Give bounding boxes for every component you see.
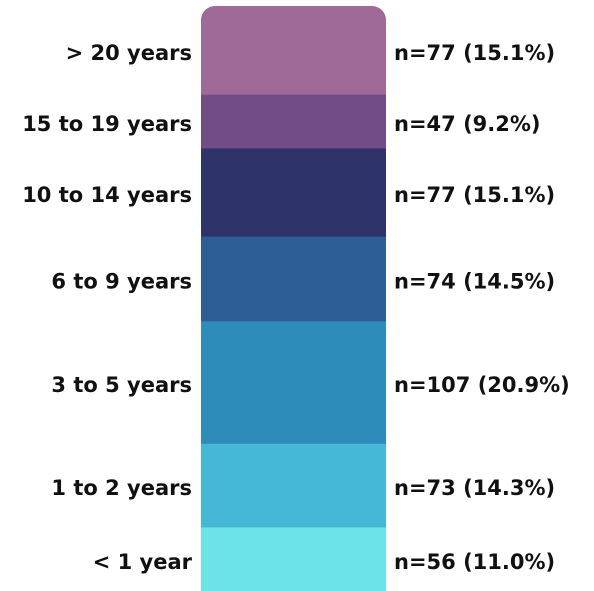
value-label: n=56 (11.0%) xyxy=(394,550,555,574)
segment xyxy=(201,6,386,95)
category-label: 15 to 19 years xyxy=(22,112,192,136)
value-label: n=73 (14.3%) xyxy=(394,476,555,500)
segment xyxy=(201,443,386,528)
segment xyxy=(201,236,386,322)
value-label: n=47 (9.2%) xyxy=(394,112,541,136)
value-label: n=74 (14.5%) xyxy=(394,269,555,293)
segment xyxy=(201,147,386,237)
segment xyxy=(201,94,386,149)
value-label: n=77 (15.1%) xyxy=(394,183,555,207)
value-label: n=107 (20.9%) xyxy=(394,373,570,397)
bar-stack xyxy=(201,6,386,591)
category-label: 10 to 14 years xyxy=(22,183,192,207)
category-label: 6 to 9 years xyxy=(51,269,192,293)
category-label: 3 to 5 years xyxy=(51,373,192,397)
segment xyxy=(201,320,386,444)
value-label: n=77 (15.1%) xyxy=(394,41,555,65)
category-label: < 1 year xyxy=(93,550,193,574)
segment xyxy=(201,526,386,591)
category-label: 1 to 2 years xyxy=(51,476,192,500)
category-label: > 20 years xyxy=(66,41,192,65)
